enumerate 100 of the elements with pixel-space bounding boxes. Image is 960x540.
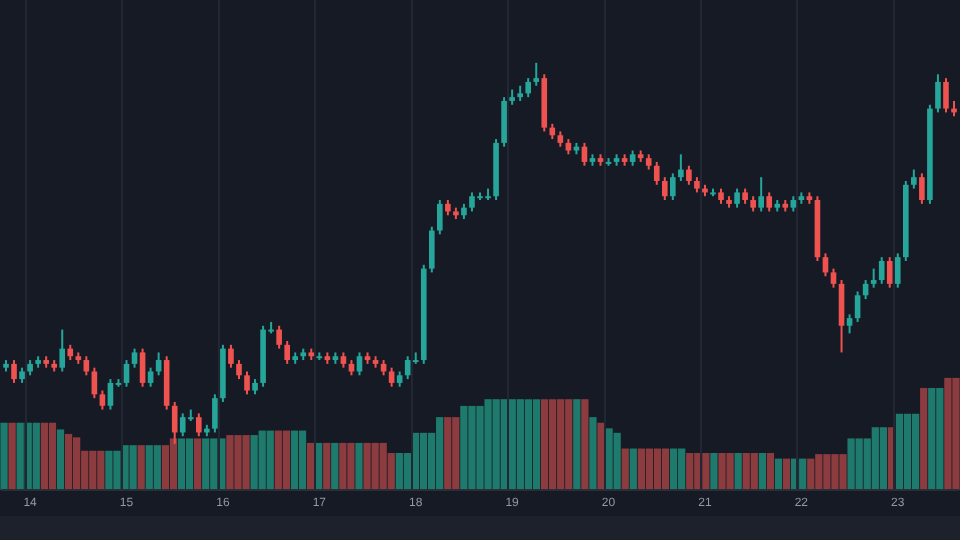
bar [234, 435, 242, 490]
bar [137, 445, 145, 490]
bar [807, 458, 815, 490]
bar [678, 448, 686, 490]
bar [177, 438, 186, 490]
bar [726, 453, 734, 490]
bar [605, 428, 613, 490]
bar [258, 430, 266, 490]
bar [371, 442, 379, 490]
bar [242, 435, 250, 490]
bar [113, 450, 121, 490]
bar [613, 432, 621, 490]
bar [290, 430, 299, 490]
bar [444, 417, 452, 490]
bar [823, 454, 831, 490]
bar [815, 454, 823, 490]
bar [323, 442, 331, 490]
bar [105, 450, 113, 490]
bar [524, 399, 533, 490]
bar [484, 399, 492, 490]
bar [799, 458, 807, 490]
bar [153, 445, 161, 490]
bar [903, 413, 912, 490]
bar [847, 438, 855, 490]
bar [669, 448, 678, 490]
bar [274, 430, 282, 490]
bar [419, 432, 428, 490]
bar [589, 417, 597, 490]
bar [250, 435, 258, 490]
bar [339, 442, 347, 490]
bar [661, 448, 670, 490]
bar [468, 405, 476, 490]
bar [766, 453, 775, 490]
bar [912, 413, 920, 490]
bar [782, 458, 791, 490]
bar [363, 442, 371, 490]
bar [742, 453, 750, 490]
bar [831, 454, 839, 490]
bar [436, 417, 444, 490]
bar [573, 399, 581, 490]
bar [97, 450, 105, 490]
bar [621, 448, 629, 490]
bar [750, 453, 758, 490]
bar [855, 438, 863, 490]
bar [460, 405, 468, 490]
bar [508, 399, 516, 490]
bar [516, 399, 524, 490]
bar [548, 399, 557, 490]
bar [952, 377, 960, 490]
bar [161, 445, 170, 490]
bar [637, 448, 645, 490]
bar [395, 453, 403, 490]
bar [653, 448, 662, 490]
bar [185, 438, 194, 490]
bar [879, 427, 887, 490]
bar [532, 399, 541, 490]
bar [40, 422, 48, 490]
bar [282, 430, 291, 490]
bar [710, 453, 718, 490]
bar [347, 442, 355, 490]
bar [839, 454, 847, 490]
bar [895, 413, 904, 490]
bar [16, 422, 24, 490]
bar [64, 433, 73, 490]
bar [202, 438, 210, 490]
bar [379, 442, 387, 490]
bar [56, 429, 65, 490]
bar [734, 453, 742, 490]
bar [597, 422, 605, 490]
bar [492, 399, 500, 490]
bar [920, 387, 928, 490]
bar [557, 399, 565, 490]
bar [355, 442, 363, 490]
bar [936, 387, 944, 490]
bar [266, 430, 274, 490]
bar [944, 377, 952, 490]
bar [0, 422, 8, 490]
bar [48, 422, 57, 490]
bar [928, 387, 936, 490]
bar [629, 448, 637, 490]
bar [476, 405, 484, 490]
bar [581, 399, 589, 490]
bar [169, 438, 178, 490]
bar [718, 453, 726, 490]
bar [145, 445, 153, 490]
bar [226, 435, 234, 490]
bar [298, 430, 307, 490]
bar [452, 417, 460, 490]
bar [645, 448, 654, 490]
bar [129, 445, 137, 490]
bar [758, 453, 766, 490]
bar [194, 438, 202, 490]
bar [702, 453, 710, 490]
bar [774, 458, 783, 490]
bar [565, 399, 573, 490]
bar [8, 422, 16, 490]
bar [89, 450, 97, 490]
bar [306, 442, 315, 490]
bar [540, 399, 549, 490]
bar [331, 442, 339, 490]
